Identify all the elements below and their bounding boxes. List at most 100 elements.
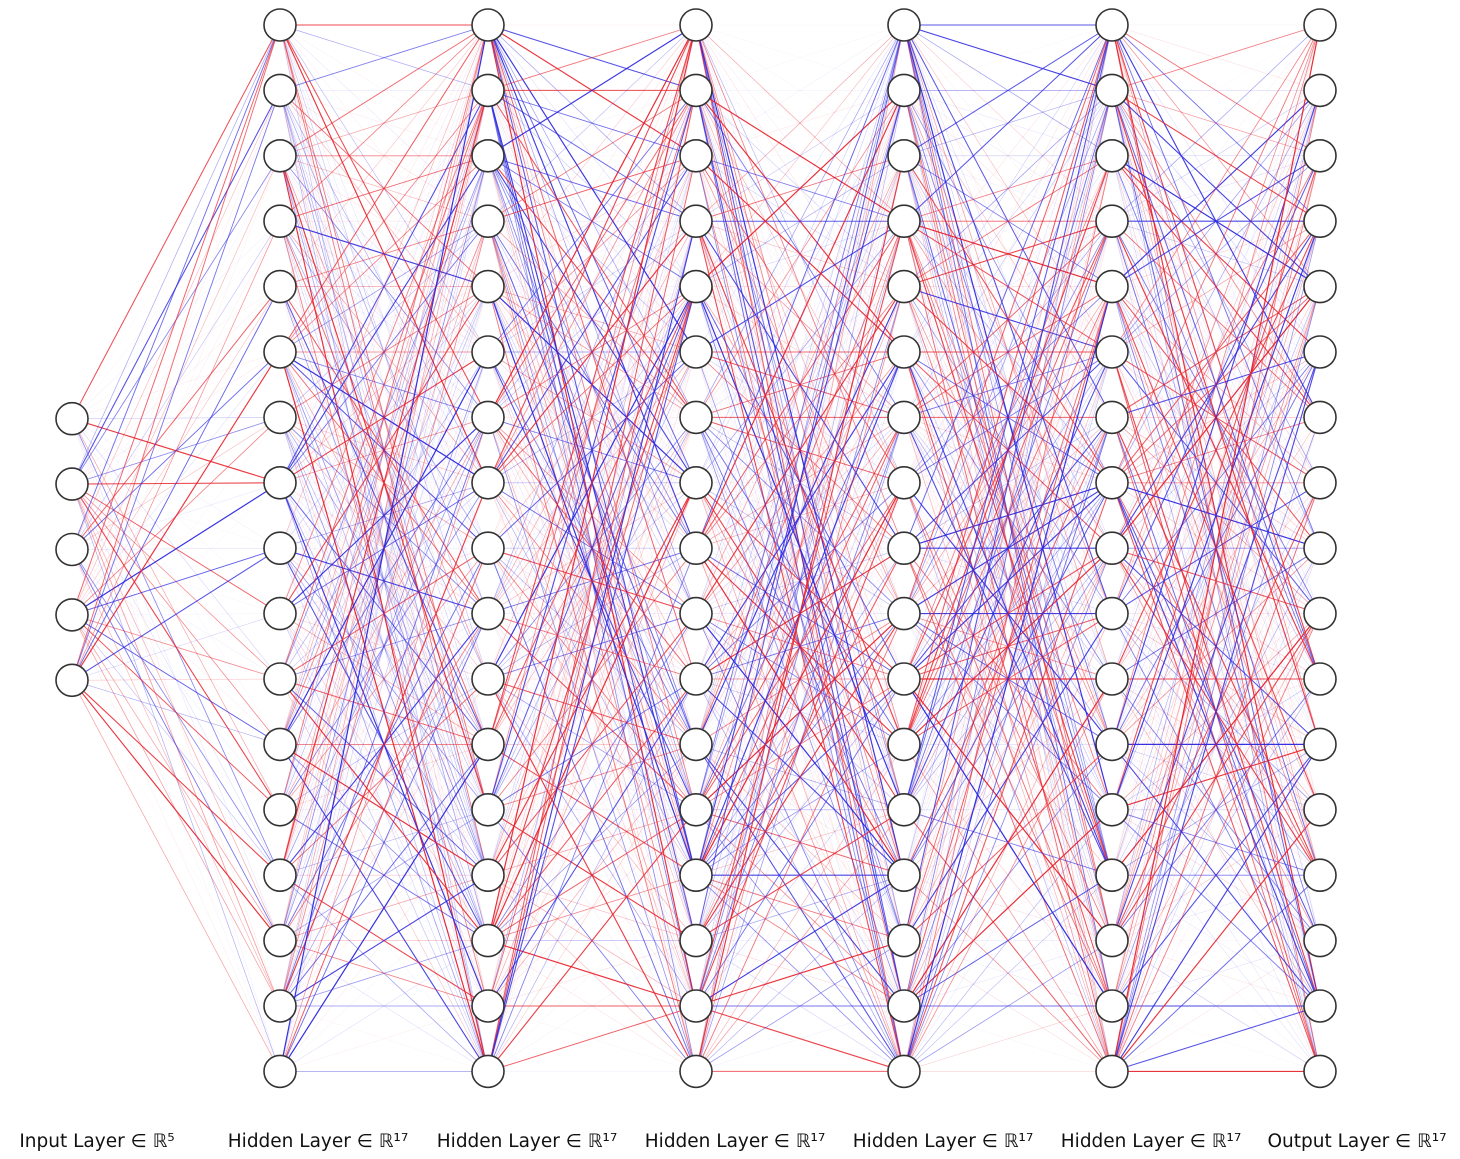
- hidden-neuron: [1095, 662, 1129, 696]
- connection-edge: [903, 90, 1113, 222]
- connection-edge: [1111, 286, 1321, 941]
- connection-edge: [71, 24, 281, 419]
- connection-edge: [487, 809, 697, 1072]
- connection-edge: [1111, 24, 1321, 549]
- hidden-neuron: [887, 204, 921, 238]
- connection-edge: [903, 678, 1113, 1007]
- connection-edge: [279, 90, 489, 1072]
- connection-edge: [279, 90, 489, 222]
- hidden-neuron: [887, 727, 921, 762]
- connection-edge: [903, 220, 1113, 288]
- connection-edge: [71, 547, 281, 616]
- connection-edge: [903, 24, 1113, 876]
- hidden-neuron: [263, 596, 297, 631]
- connection-edge: [487, 417, 697, 1072]
- layer-label-hidden-4: Hidden Layer ∈ ℝ¹⁷: [853, 1131, 1033, 1152]
- hidden-neuron: [1095, 1054, 1129, 1089]
- connection-edge: [903, 221, 1113, 810]
- input-neuron: [55, 467, 89, 501]
- connection-edge: [487, 221, 697, 810]
- connection-edge: [1111, 24, 1321, 876]
- connection-edge: [279, 24, 489, 810]
- connection-edge: [903, 1005, 1113, 1072]
- hidden-neuron: [1095, 531, 1129, 566]
- hidden-neuron: [1095, 727, 1129, 762]
- connection-edge: [487, 24, 697, 1007]
- layer-label-input: Input Layer ∈ ℝ⁵: [19, 1131, 174, 1152]
- connection-edge: [1111, 155, 1321, 1072]
- connection-edge: [487, 548, 697, 1072]
- connection-edge: [487, 24, 697, 157]
- connection-edge: [279, 548, 489, 1007]
- connection-edge: [695, 24, 905, 222]
- hidden-neuron: [679, 204, 713, 238]
- connection-edge: [1111, 744, 1321, 1072]
- connection-edge: [1111, 24, 1321, 287]
- connection-edge: [279, 155, 489, 484]
- connection-edge: [1111, 24, 1321, 156]
- connection-edge: [695, 1005, 905, 1072]
- hidden-neuron: [887, 662, 921, 696]
- hidden-neuron: [679, 858, 713, 893]
- connection-edge: [279, 286, 489, 745]
- connection-edge: [903, 155, 1113, 1072]
- connection-edge: [487, 155, 697, 549]
- connection-edge: [279, 155, 489, 745]
- connection-edge: [695, 809, 905, 1007]
- connection-edge: [487, 24, 697, 745]
- connection-edge: [279, 875, 489, 1072]
- hidden-neuron: [263, 1054, 297, 1089]
- connection-edge: [903, 220, 1113, 484]
- hidden-neuron: [887, 792, 921, 827]
- hidden-neuron: [679, 662, 713, 696]
- connection-edge: [487, 90, 697, 222]
- connection-edge: [695, 24, 905, 287]
- connection-edge: [487, 1005, 697, 1072]
- connection-edge: [1111, 24, 1321, 680]
- connection-edge: [695, 24, 905, 156]
- hidden-neuron: [679, 335, 713, 369]
- connection-edge: [695, 1005, 905, 1072]
- hidden-neuron: [679, 989, 713, 1023]
- connection-edge: [279, 417, 489, 745]
- connection-edge: [487, 875, 697, 1072]
- output-neuron: [1303, 73, 1337, 108]
- hidden-neuron: [471, 400, 505, 435]
- connection-edge: [71, 680, 281, 1007]
- input-neuron: [55, 663, 89, 698]
- connection-edge: [1111, 351, 1321, 1072]
- hidden-neuron: [679, 465, 713, 500]
- connection-edge: [279, 24, 489, 745]
- connection-edge: [487, 286, 697, 1072]
- connection-edge: [695, 24, 905, 941]
- connection-edge: [695, 90, 905, 680]
- connection-edge: [695, 90, 905, 549]
- connection-edge: [71, 286, 281, 681]
- connection-edge: [1111, 24, 1321, 353]
- connection-edge: [695, 155, 905, 745]
- connection-edge: [903, 613, 1113, 1072]
- connection-edge: [1111, 482, 1321, 1072]
- connection-edge: [487, 221, 697, 876]
- connection-edge: [695, 417, 905, 1072]
- connection-edge: [695, 548, 905, 1007]
- connection-edge: [695, 221, 905, 810]
- connection-edge: [695, 90, 905, 418]
- connection-edge: [903, 24, 1113, 1007]
- connection-edge: [903, 809, 1113, 1072]
- connection-edge: [279, 351, 489, 941]
- connection-edge: [487, 678, 697, 1072]
- hidden-neuron: [1095, 73, 1129, 108]
- connection-edge: [1111, 90, 1321, 353]
- connection-edge: [487, 24, 697, 91]
- connection-edge: [903, 90, 1113, 1072]
- connection-edge: [1111, 286, 1321, 1072]
- connection-layer: [71, 24, 1321, 1072]
- connection-edge: [695, 874, 905, 1007]
- hidden-neuron: [1095, 335, 1129, 369]
- connection-edge: [71, 678, 281, 681]
- connection-edge: [695, 417, 905, 1007]
- hidden-neuron: [679, 269, 713, 304]
- connection-edge: [903, 548, 1113, 1072]
- hidden-neuron: [471, 465, 505, 500]
